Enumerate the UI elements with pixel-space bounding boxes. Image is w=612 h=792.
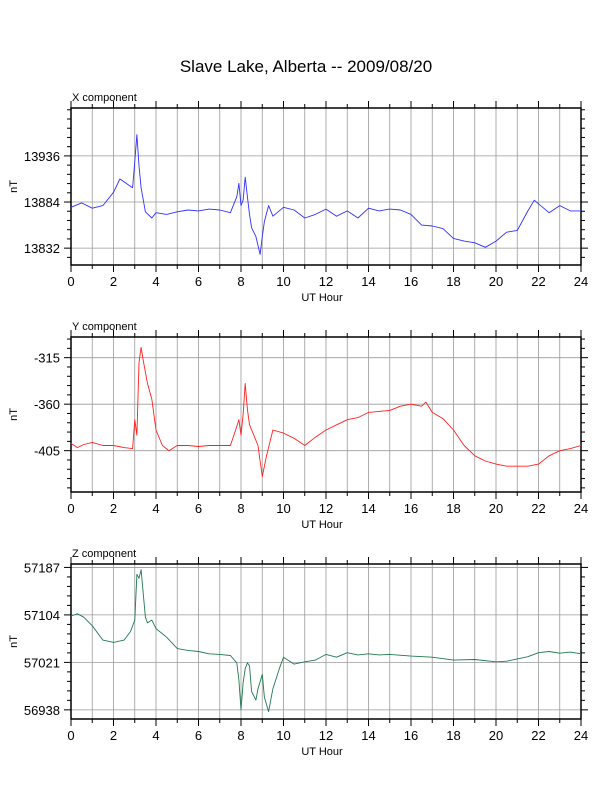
y-component-x-tick-label: 16 [404,501,418,516]
z-component-y-tick-label: 57021 [24,655,60,670]
x-component-y-tick-label: 13936 [24,149,60,164]
z-component-x-tick-label: 8 [237,728,244,743]
z-component-panel: 0 2 4 6 8 10 12 14 16 18 20 22 245693857021571045718… [8,548,588,758]
x-component-x-tick-label: 8 [237,274,244,289]
z-component-x-tick-label: 10 [276,728,290,743]
z-component-x-tick-label: 18 [446,728,460,743]
z-component-x-tick-label: 6 [195,728,202,743]
y-component-x-tick-label: 20 [489,501,503,516]
x-component-y-axis-label: nT [8,180,20,193]
x-component-y-tick-label: 13832 [24,241,60,256]
y-component-y-tick-label: -315 [34,351,60,366]
z-component-y-tick-label: 56938 [24,703,60,718]
x-component-title: X component [72,92,137,104]
z-component-title: Z component [72,548,136,560]
y-component-x-tick-label: 10 [276,501,290,516]
z-component-x-axis-label: UT Hour [301,746,343,758]
x-component-x-tick-label: 24 [574,274,588,289]
x-component-x-tick-label: 18 [446,274,460,289]
x-component-x-tick-label: 16 [404,274,418,289]
z-component-x-tick-label: 20 [489,728,503,743]
z-component-y-tick-label: 57104 [24,608,60,623]
z-component-y-tick-label: 57187 [24,560,60,575]
y-component-y-tick-label: -405 [34,444,60,459]
y-component-x-tick-label: 2 [110,501,117,516]
x-component-x-tick-label: 14 [361,274,375,289]
y-component-y-tick-label: -360 [34,397,60,412]
x-component-x-tick-label: 0 [67,274,74,289]
y-component-x-axis-label: UT Hour [301,519,343,531]
y-component-title: Y component [72,321,137,333]
z-component-x-tick-label: 0 [67,728,74,743]
y-component-x-tick-label: 24 [574,501,588,516]
y-component-series-line [70,346,582,477]
y-component-x-tick-label: 4 [152,501,159,516]
y-component-x-tick-label: 14 [361,501,375,516]
y-component-x-tick-label: 18 [446,501,460,516]
z-component-series-line [70,569,582,713]
z-component-y-axis-label: nT [8,635,20,648]
y-component-x-tick-label: 6 [195,501,202,516]
x-component-x-tick-label: 10 [276,274,290,289]
y-component-x-tick-label: 8 [237,501,244,516]
page-title: Slave Lake, Alberta -- 2009/08/20 [179,57,433,76]
x-component-y-tick-label: 13884 [24,195,60,210]
x-component-x-tick-label: 6 [195,274,202,289]
z-component-x-tick-label: 4 [152,728,159,743]
z-component-x-tick-label: 12 [319,728,333,743]
z-component-x-tick-label: 24 [574,728,588,743]
z-component-x-tick-label: 14 [361,728,375,743]
x-component-x-tick-label: 20 [489,274,503,289]
z-component-x-tick-label: 16 [404,728,418,743]
x-component-x-tick-label: 12 [319,274,333,289]
x-component-x-tick-label: 2 [110,274,117,289]
x-component-x-tick-label: 22 [531,274,545,289]
y-component-y-axis-label: nT [8,408,20,421]
x-component-series-line [70,134,581,255]
y-component-x-tick-label: 0 [67,501,74,516]
y-component-x-tick-label: 12 [319,501,333,516]
x-component-x-tick-label: 4 [152,274,159,289]
z-component-x-tick-label: 22 [531,728,545,743]
x-component-x-axis-label: UT Hour [301,292,343,304]
z-component-x-tick-label: 2 [110,728,117,743]
y-component-x-tick-label: 22 [531,501,545,516]
